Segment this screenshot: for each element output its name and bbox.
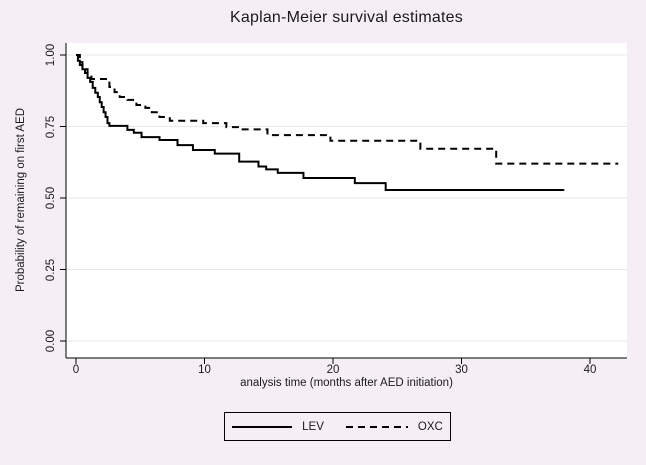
chart-title: Kaplan-Meier survival estimates — [230, 9, 463, 26]
legend-solid-line-sample — [232, 425, 293, 428]
x-tick-label: 20 — [326, 364, 340, 376]
legend-item-label-oxc: OXC — [417, 420, 443, 433]
legend-item-lev: LEV — [232, 421, 324, 433]
x-tick-label: 0 — [72, 364, 80, 376]
y-tick-label: 0.00 — [45, 329, 57, 353]
y-tick-label: 0.50 — [45, 186, 57, 210]
y-axis-title: Probability of remaining on first AED — [15, 107, 27, 293]
series-line-lev — [76, 54, 565, 191]
y-tick-label: 1.00 — [45, 43, 57, 67]
legend-item-label-lev: LEV — [302, 420, 324, 433]
x-tick-label: 40 — [583, 364, 597, 376]
y-tick-label: 0.25 — [45, 258, 57, 281]
x-axis-title: analysis time (months after AED initiati… — [240, 377, 453, 389]
series-line-oxc — [76, 54, 619, 165]
y-tick-label: 0.75 — [45, 115, 57, 138]
x-tick-label: 30 — [455, 364, 468, 376]
legend: LEV OXC — [224, 412, 451, 441]
x-tick-label: 10 — [198, 364, 211, 376]
legend-item-oxc: OXC — [345, 420, 443, 433]
plot-area — [66, 43, 627, 358]
legend-dashed-line-sample — [345, 425, 408, 428]
